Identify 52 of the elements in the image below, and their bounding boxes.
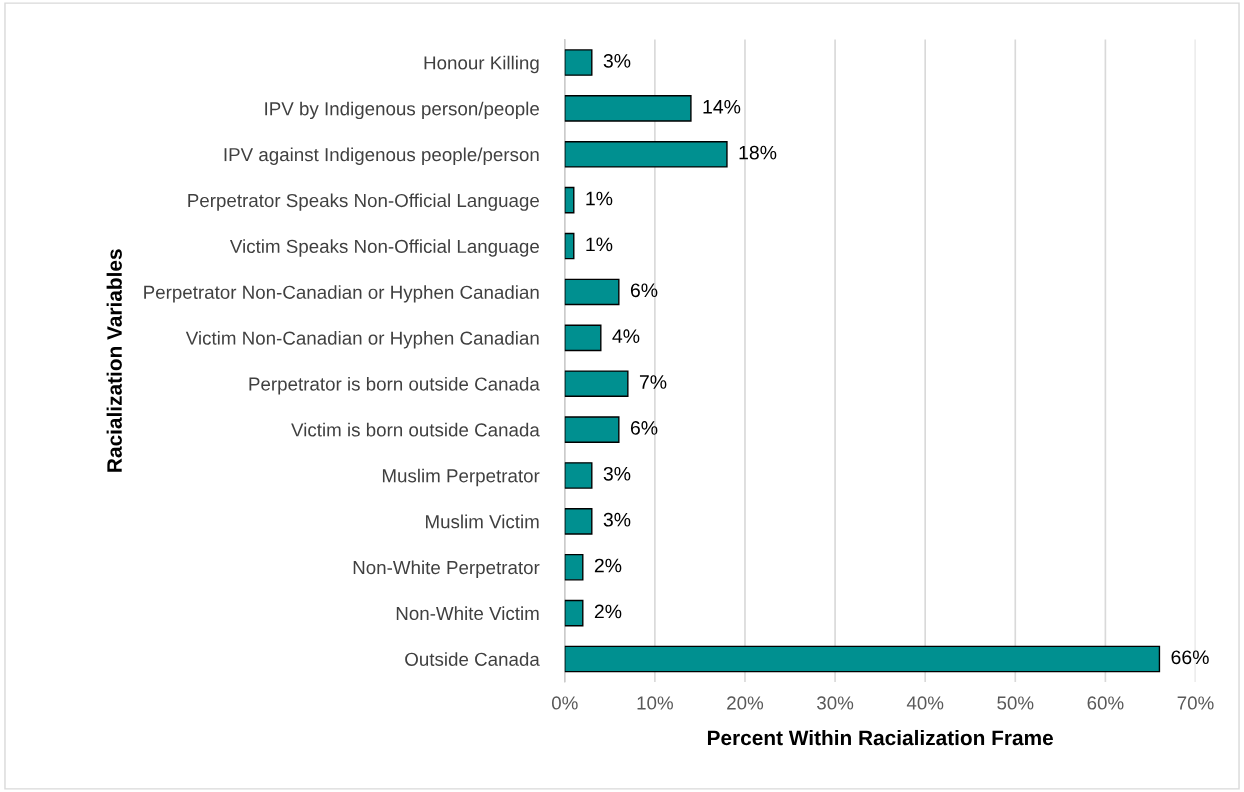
data-label: 3% bbox=[603, 512, 631, 527]
x-axis-title: Percent Within Racialization Frame bbox=[707, 729, 1053, 746]
y-tick-label: Muslim Perpetrator bbox=[382, 468, 540, 487]
data-label: 6% bbox=[630, 283, 658, 298]
bar bbox=[564, 49, 593, 76]
bar bbox=[564, 324, 602, 352]
y-tick-label: Victim Non-Canadian or Hyphen Canadian bbox=[185, 331, 539, 349]
bar bbox=[564, 645, 1161, 673]
y-tick-label: Perpetrator Non-Canadian or Hyphen Canadian bbox=[144, 285, 539, 303]
bar bbox=[564, 278, 620, 306]
bar bbox=[564, 599, 584, 627]
data-label: 3% bbox=[603, 53, 631, 68]
data-label: 66% bbox=[1171, 650, 1209, 665]
x-tick-label: 50% bbox=[997, 696, 1034, 710]
bar bbox=[564, 186, 575, 214]
bar bbox=[564, 232, 575, 260]
x-tick-label: 10% bbox=[637, 696, 673, 710]
y-axis-title: Racialization Variables bbox=[106, 249, 122, 472]
y-tick-label: Non-White Victim bbox=[396, 606, 539, 621]
bar bbox=[564, 553, 584, 581]
bar bbox=[564, 95, 692, 122]
data-label: 1% bbox=[586, 191, 613, 206]
data-label: 7% bbox=[639, 375, 667, 389]
y-tick-label: Victim Speaks Non-Official Language bbox=[229, 239, 539, 257]
y-tick-label: Honour Killing bbox=[424, 55, 539, 74]
bar bbox=[564, 508, 593, 535]
y-tick-label: Outside Canada bbox=[405, 652, 540, 666]
bar bbox=[564, 140, 728, 168]
x-tick-label: 40% bbox=[906, 696, 944, 710]
x-tick-label: 30% bbox=[817, 696, 854, 710]
bar bbox=[564, 370, 629, 398]
data-label: 3% bbox=[603, 466, 631, 481]
y-tick-label: Perpetrator is born outside Canada bbox=[249, 376, 540, 395]
data-label: 6% bbox=[630, 421, 658, 435]
data-label: 2% bbox=[594, 604, 622, 619]
y-tick-label: Non-White Perpetrator bbox=[353, 560, 540, 578]
y-tick-label: Muslim Victim bbox=[426, 514, 539, 529]
data-label: 4% bbox=[612, 329, 640, 343]
data-label: 18% bbox=[739, 145, 777, 160]
bar bbox=[564, 462, 593, 489]
y-tick-label: IPV by Indigenous person/people bbox=[265, 101, 539, 120]
y-tick-label: Victim is born outside Canada bbox=[291, 422, 540, 437]
x-tick-label: 70% bbox=[1177, 696, 1214, 710]
x-tick-label: 0% bbox=[551, 696, 578, 710]
bar bbox=[564, 416, 620, 443]
y-tick-label: Perpetrator Speaks Non-Official Language bbox=[188, 193, 539, 211]
data-label: 14% bbox=[703, 99, 741, 114]
y-tick-label: IPV against Indigenous people/person bbox=[224, 147, 539, 165]
x-tick-label: 60% bbox=[1087, 696, 1124, 710]
x-tick-label: 20% bbox=[727, 696, 764, 710]
data-label: 2% bbox=[594, 558, 622, 573]
data-label: 1% bbox=[586, 237, 613, 252]
